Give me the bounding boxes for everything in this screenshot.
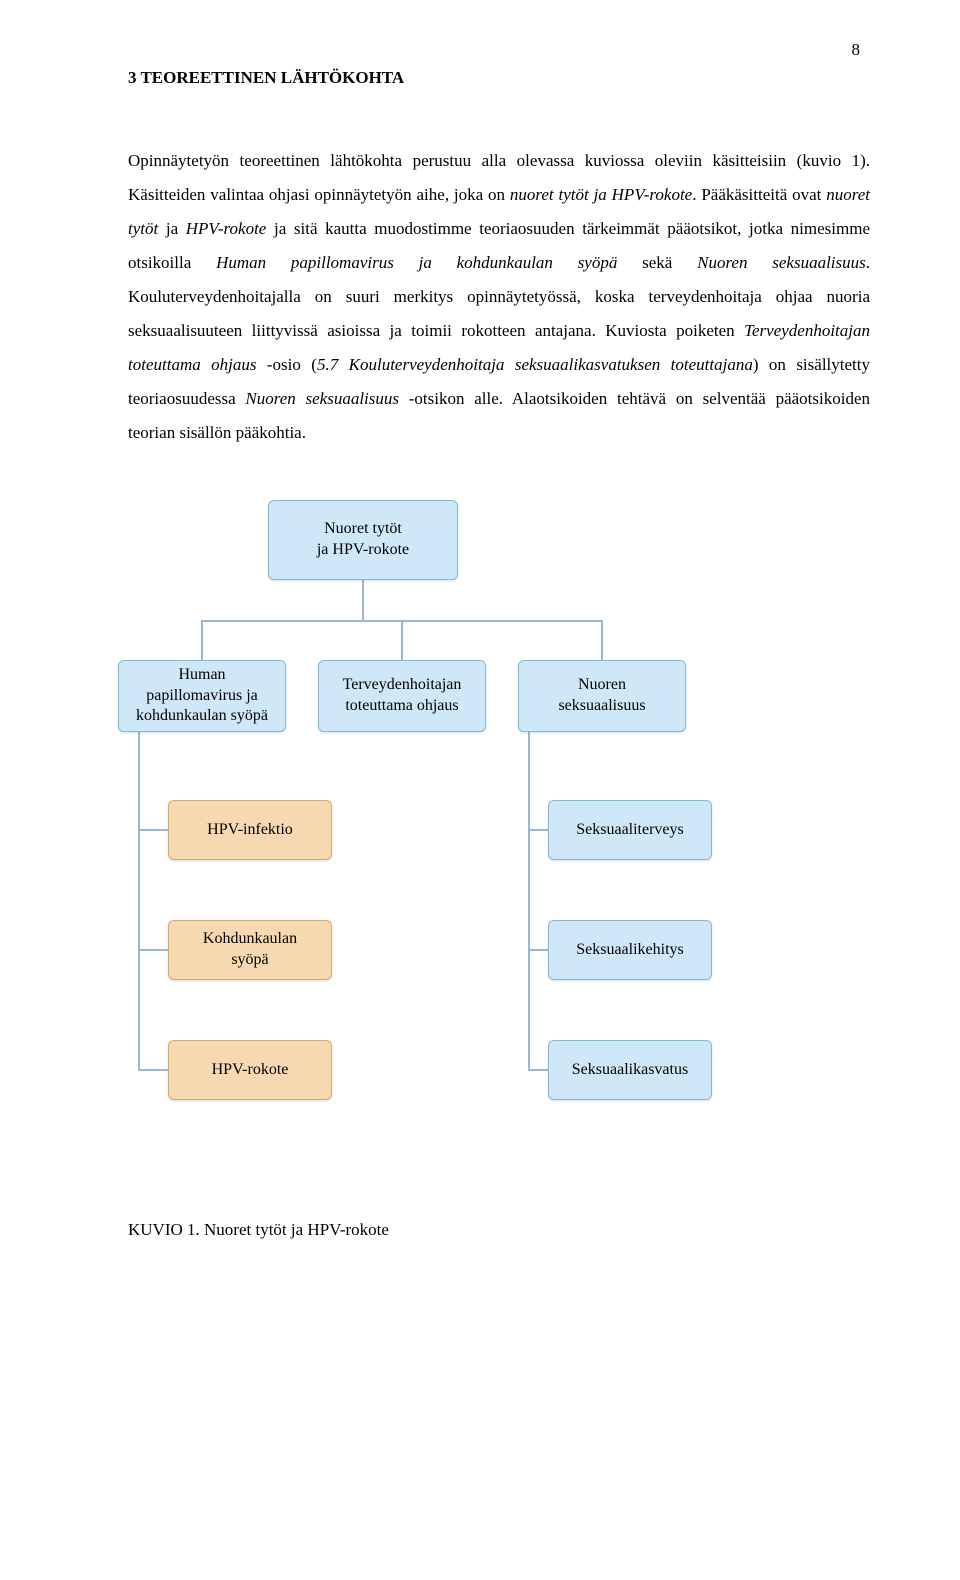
body-paragraph: Opinnäytetyön teoreettinen lähtökohta pe… <box>128 144 870 450</box>
connector-line <box>138 829 168 831</box>
connector-line <box>138 949 168 951</box>
node-right-child-2: Seksuaalikasvatus <box>548 1040 712 1100</box>
node-right-child-1: Seksuaalikehitys <box>548 920 712 980</box>
connector-line <box>138 1069 168 1071</box>
connector-line <box>601 620 603 660</box>
node-level1-0: Humanpapillomavirus jakohdunkaulan syöpä <box>118 660 286 732</box>
connector-line <box>401 620 403 660</box>
text-run-italic: HPV-rokote <box>186 219 267 238</box>
text-run-italic: 5.7 Kouluterveydenhoitaja seksuaalikasva… <box>317 355 753 374</box>
node-left-child-1: Kohdunkaulansyöpä <box>168 920 332 980</box>
text-run: -osio ( <box>256 355 317 374</box>
text-run-italic: Human papillomavirus ja kohdunkaulan syö… <box>216 253 617 272</box>
text-run-italic: nuoret tytöt ja HPV-rokote <box>510 185 692 204</box>
connector-line <box>528 829 548 831</box>
connector-line <box>201 620 203 660</box>
text-run: . Pääkäsitteitä ovat <box>692 185 826 204</box>
connector-line <box>138 732 140 1070</box>
connector-line <box>528 732 530 1070</box>
node-right-child-0: Seksuaaliterveys <box>548 800 712 860</box>
text-run-italic: Nuoren seksuaalisuus <box>245 389 399 408</box>
text-run: sekä <box>617 253 697 272</box>
node-left-child-2: HPV-rokote <box>168 1040 332 1100</box>
node-left-child-0: HPV-infektio <box>168 800 332 860</box>
section-heading: 3 TEOREETTINEN LÄHTÖKOHTA <box>128 68 870 88</box>
flowchart-diagram: Nuoret tytötja HPV-rokote Humanpapillomav… <box>118 500 858 1200</box>
node-level1-2: Nuorenseksuaalisuus <box>518 660 686 732</box>
page-number: 8 <box>852 40 861 60</box>
node-root: Nuoret tytötja HPV-rokote <box>268 500 458 580</box>
connector-line <box>528 949 548 951</box>
text-run-italic: Nuoren seksuaalisuus <box>697 253 866 272</box>
connector-line <box>362 580 364 620</box>
node-level1-1: Terveydenhoitajantoteuttama ohjaus <box>318 660 486 732</box>
figure-caption: KUVIO 1. Nuoret tytöt ja HPV-rokote <box>128 1220 870 1240</box>
text-run: ja <box>158 219 186 238</box>
connector-line <box>528 1069 548 1071</box>
